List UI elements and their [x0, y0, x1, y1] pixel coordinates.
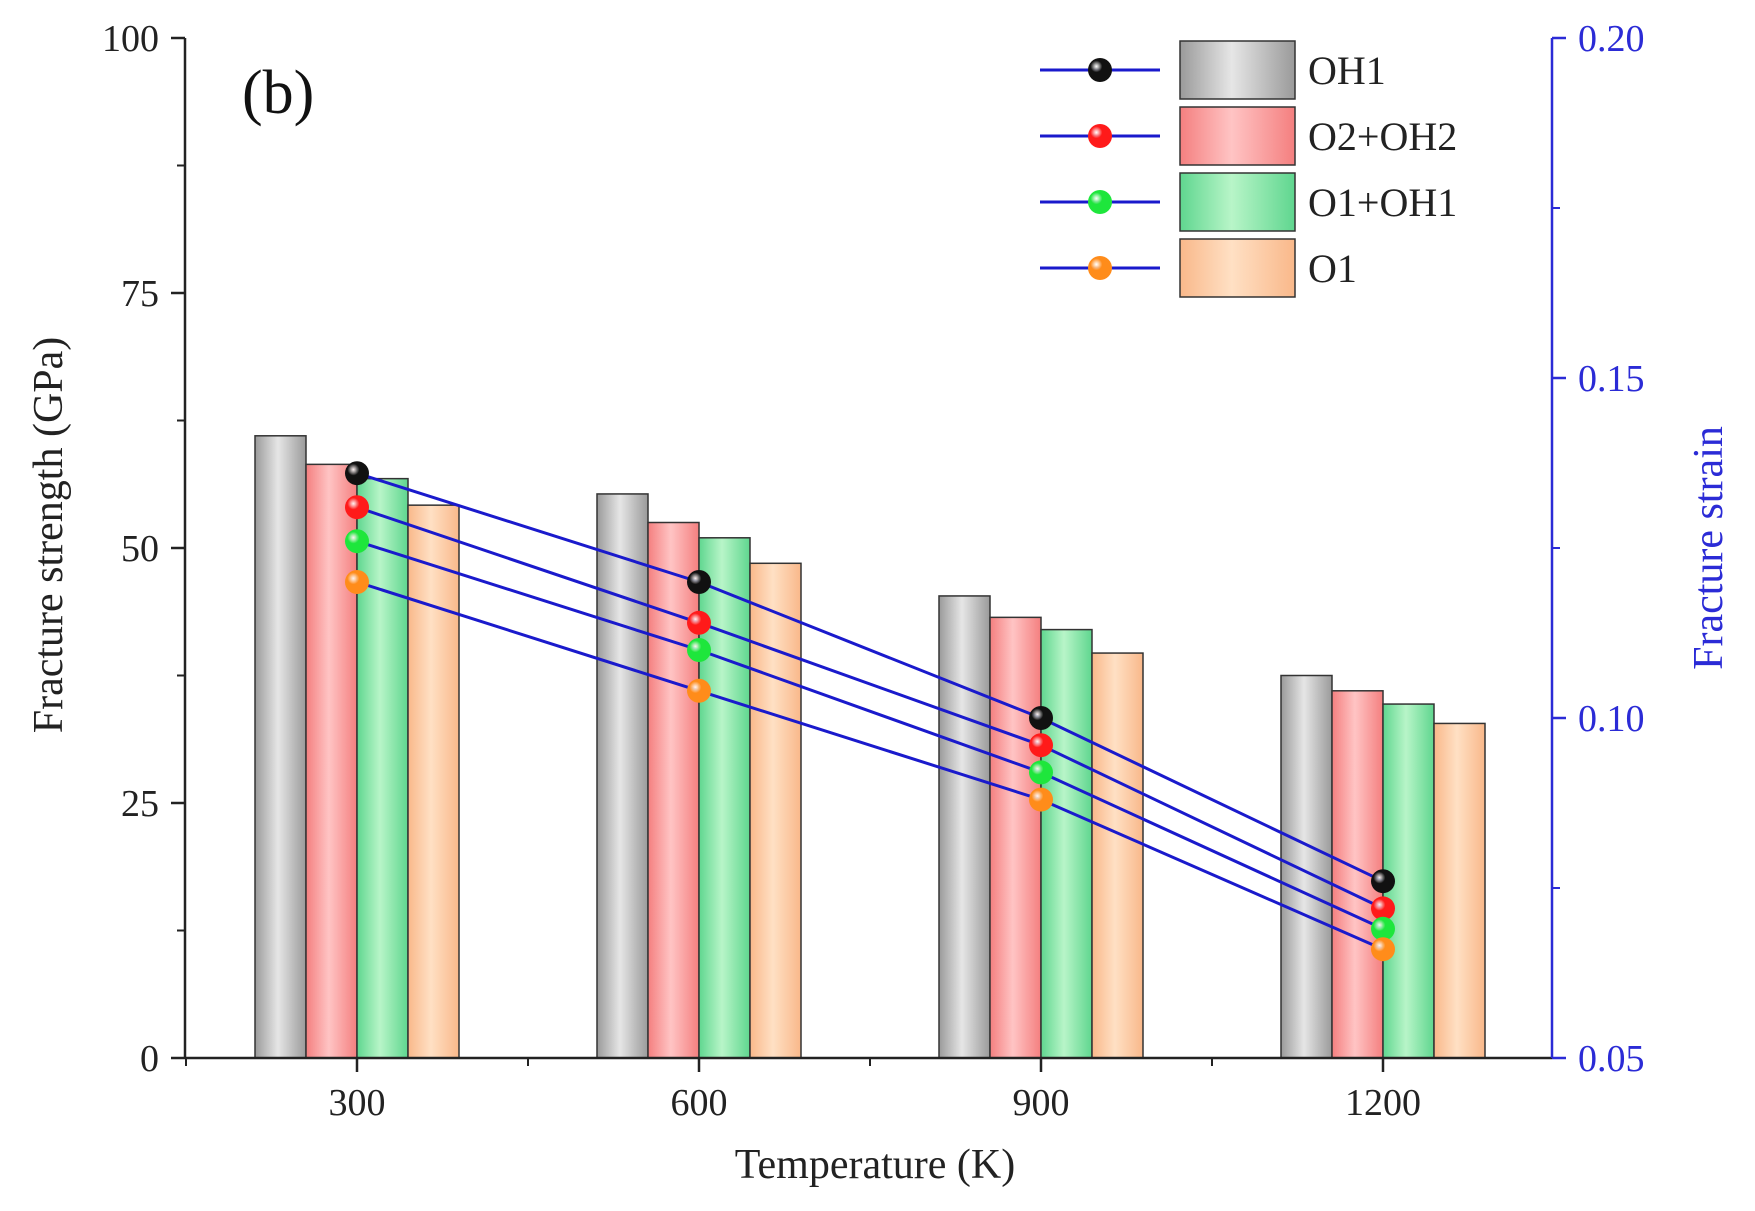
strain-marker-o1-600 [687, 678, 711, 703]
legend-label-o1-oh1: O1+OH1 [1308, 180, 1457, 225]
y-axis-title: Fracture strength (GPa) [26, 337, 72, 734]
bar-o2-oh2-900 [989, 616, 1042, 1059]
y-tick-label-100: 100 [102, 18, 159, 60]
strain-marker-o1-1200 [1371, 937, 1395, 962]
strain-marker-oh1-1200 [1371, 869, 1395, 894]
x-tick-label-300: 300 [329, 1082, 386, 1124]
strain-line-o1 [356, 580, 1384, 951]
strain-line-o1-oh1 [356, 539, 1384, 931]
y-tick-label-0: 0 [140, 1038, 159, 1080]
bar-oh1-600 [596, 493, 649, 1059]
legend-marker-oh1 [1088, 58, 1112, 82]
x-axis-title: Temperature (K) [735, 1142, 1015, 1188]
x-tick-label-600: 600 [671, 1082, 728, 1124]
legend-swatch-o2-oh2 [1179, 106, 1296, 166]
bars-layer [254, 435, 1486, 1059]
bar-oh1-900 [938, 595, 991, 1059]
panel-label: (b) [242, 59, 314, 127]
strain-marker-oh1-300 [345, 461, 369, 486]
legend-swatch-o1-oh1 [1179, 172, 1296, 232]
strain-marker-o1-300 [345, 570, 369, 594]
strain-marker-o1-900 [1029, 787, 1053, 812]
strain-marker-o2-oh2-600 [687, 610, 711, 635]
bar-o1-300 [407, 504, 460, 1059]
bar-o1-600 [749, 562, 802, 1059]
bar-o2-oh2-600 [647, 521, 700, 1059]
axes-layer: 0 25 50 75 100 300 600 900 1200 0.05 0.10 0.15 0.20 [102, 18, 1645, 1124]
bar-oh1-1200 [1280, 674, 1333, 1059]
bar-oh1-300 [254, 435, 307, 1059]
bar-o1-900 [1091, 652, 1144, 1059]
x-tick-label-900: 900 [1013, 1082, 1070, 1124]
legend-marker-o1 [1088, 256, 1112, 280]
y2-tick-label-0.15: 0.15 [1578, 358, 1645, 400]
legend-label-o2-oh2: O2+OH2 [1308, 114, 1457, 159]
legend-marker-o2-oh2 [1088, 124, 1112, 148]
strain-marker-oh1-900 [1029, 706, 1053, 730]
y-tick-label-75: 75 [121, 273, 159, 315]
strain-marker-oh1-600 [687, 570, 711, 594]
strain-line-oh1 [356, 471, 1384, 883]
bar-o1-oh1-300 [356, 477, 409, 1059]
legend: OH1 O2+OH2 O1+OH1 O1 [1040, 40, 1457, 298]
strain-line-o2-oh2 [356, 505, 1384, 910]
y2-tick-label-0.05: 0.05 [1578, 1038, 1645, 1080]
legend-label-o1: O1 [1308, 246, 1357, 291]
y2-tick-label-0.10: 0.10 [1578, 698, 1645, 740]
strain-marker-o2-oh2-300 [345, 495, 369, 520]
strain-marker-o2-oh2-1200 [1371, 896, 1395, 921]
y2-axis-title: Fracture strain [1686, 426, 1732, 670]
strain-marker-o1-oh1-1200 [1371, 916, 1395, 941]
y-tick-label-50: 50 [121, 528, 159, 570]
strain-marker-o1-oh1-600 [687, 638, 711, 662]
legend-swatch-oh1 [1179, 40, 1296, 100]
x-tick-label-1200: 1200 [1345, 1082, 1421, 1124]
bar-o1-1200 [1433, 722, 1486, 1059]
legend-label-oh1: OH1 [1308, 48, 1386, 93]
y2-tick-label-0.20: 0.20 [1578, 18, 1645, 60]
strain-marker-o1-oh1-900 [1029, 760, 1053, 785]
bar-o1-oh1-900 [1040, 628, 1093, 1059]
strain-marker-o1-oh1-300 [345, 529, 369, 554]
y-tick-label-25: 25 [121, 783, 159, 825]
legend-marker-o1-oh1 [1088, 190, 1112, 214]
bar-o2-oh2-300 [305, 463, 358, 1059]
strain-lines-layer [345, 461, 1395, 962]
strain-marker-o2-oh2-900 [1029, 733, 1053, 758]
legend-swatch-o1 [1179, 238, 1296, 298]
